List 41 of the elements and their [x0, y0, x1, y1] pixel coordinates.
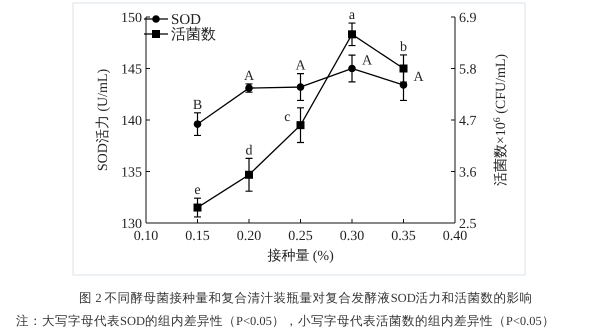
y2-tick-label: 5.8 [459, 62, 476, 78]
y-axis-title: SOD活力 (U/mL) [95, 68, 111, 172]
x-tick-label: 0.35 [391, 229, 416, 244]
annotation: d [246, 143, 252, 158]
point [194, 120, 202, 128]
y2-tick-label: 6.9 [459, 11, 476, 26]
y-tick-label: 150 [121, 11, 142, 26]
text: 注：大写字母代表SOD的组内差异性（P<0.05），小写字母代表活菌数的组内差异性（P<0.05） [16, 313, 555, 328]
x-tick-label: 0.15 [185, 229, 210, 244]
point [348, 30, 356, 38]
y2-tick-label: 2.5 [459, 217, 476, 232]
point [400, 64, 408, 72]
y-tick-label: 130 [121, 217, 142, 232]
x-tick-label: 0.20 [236, 229, 262, 244]
x-axis-title: 接种量 (%) [267, 248, 334, 264]
annotation: A [362, 54, 373, 68]
x-tick-label: 0.10 [134, 229, 158, 244]
legend-label: SOD [171, 12, 202, 28]
point [296, 121, 304, 130]
y-tick-label: 140 [121, 114, 142, 129]
text: 图 2 不同酵母菌接种量和复合清汁装瓶量对复合发酵液SOD活力和活菌数的影响 [79, 291, 533, 305]
y2-tick-label: 3.6 [459, 166, 476, 180]
y-tick-label: 135 [121, 166, 142, 180]
annotation: e [194, 183, 201, 198]
point [296, 83, 304, 91]
annotation: A [414, 70, 424, 85]
y2-tick-label: 4.7 [459, 114, 476, 129]
point [194, 204, 202, 212]
x-tick-label: 0.40 [442, 229, 468, 244]
point [348, 64, 356, 72]
annotation: A [295, 58, 306, 74]
x-tick-label: 0.25 [288, 229, 313, 244]
y-tick-label: 145 [121, 62, 142, 78]
annotation: a [348, 8, 356, 24]
annotation: A [244, 68, 255, 84]
x-tick-label: 0.30 [340, 229, 364, 244]
point [245, 170, 253, 179]
annotation: B [192, 98, 202, 113]
legend-label: 活菌数 [171, 26, 216, 43]
annotation: b [400, 40, 407, 55]
annotation: c [284, 110, 290, 126]
